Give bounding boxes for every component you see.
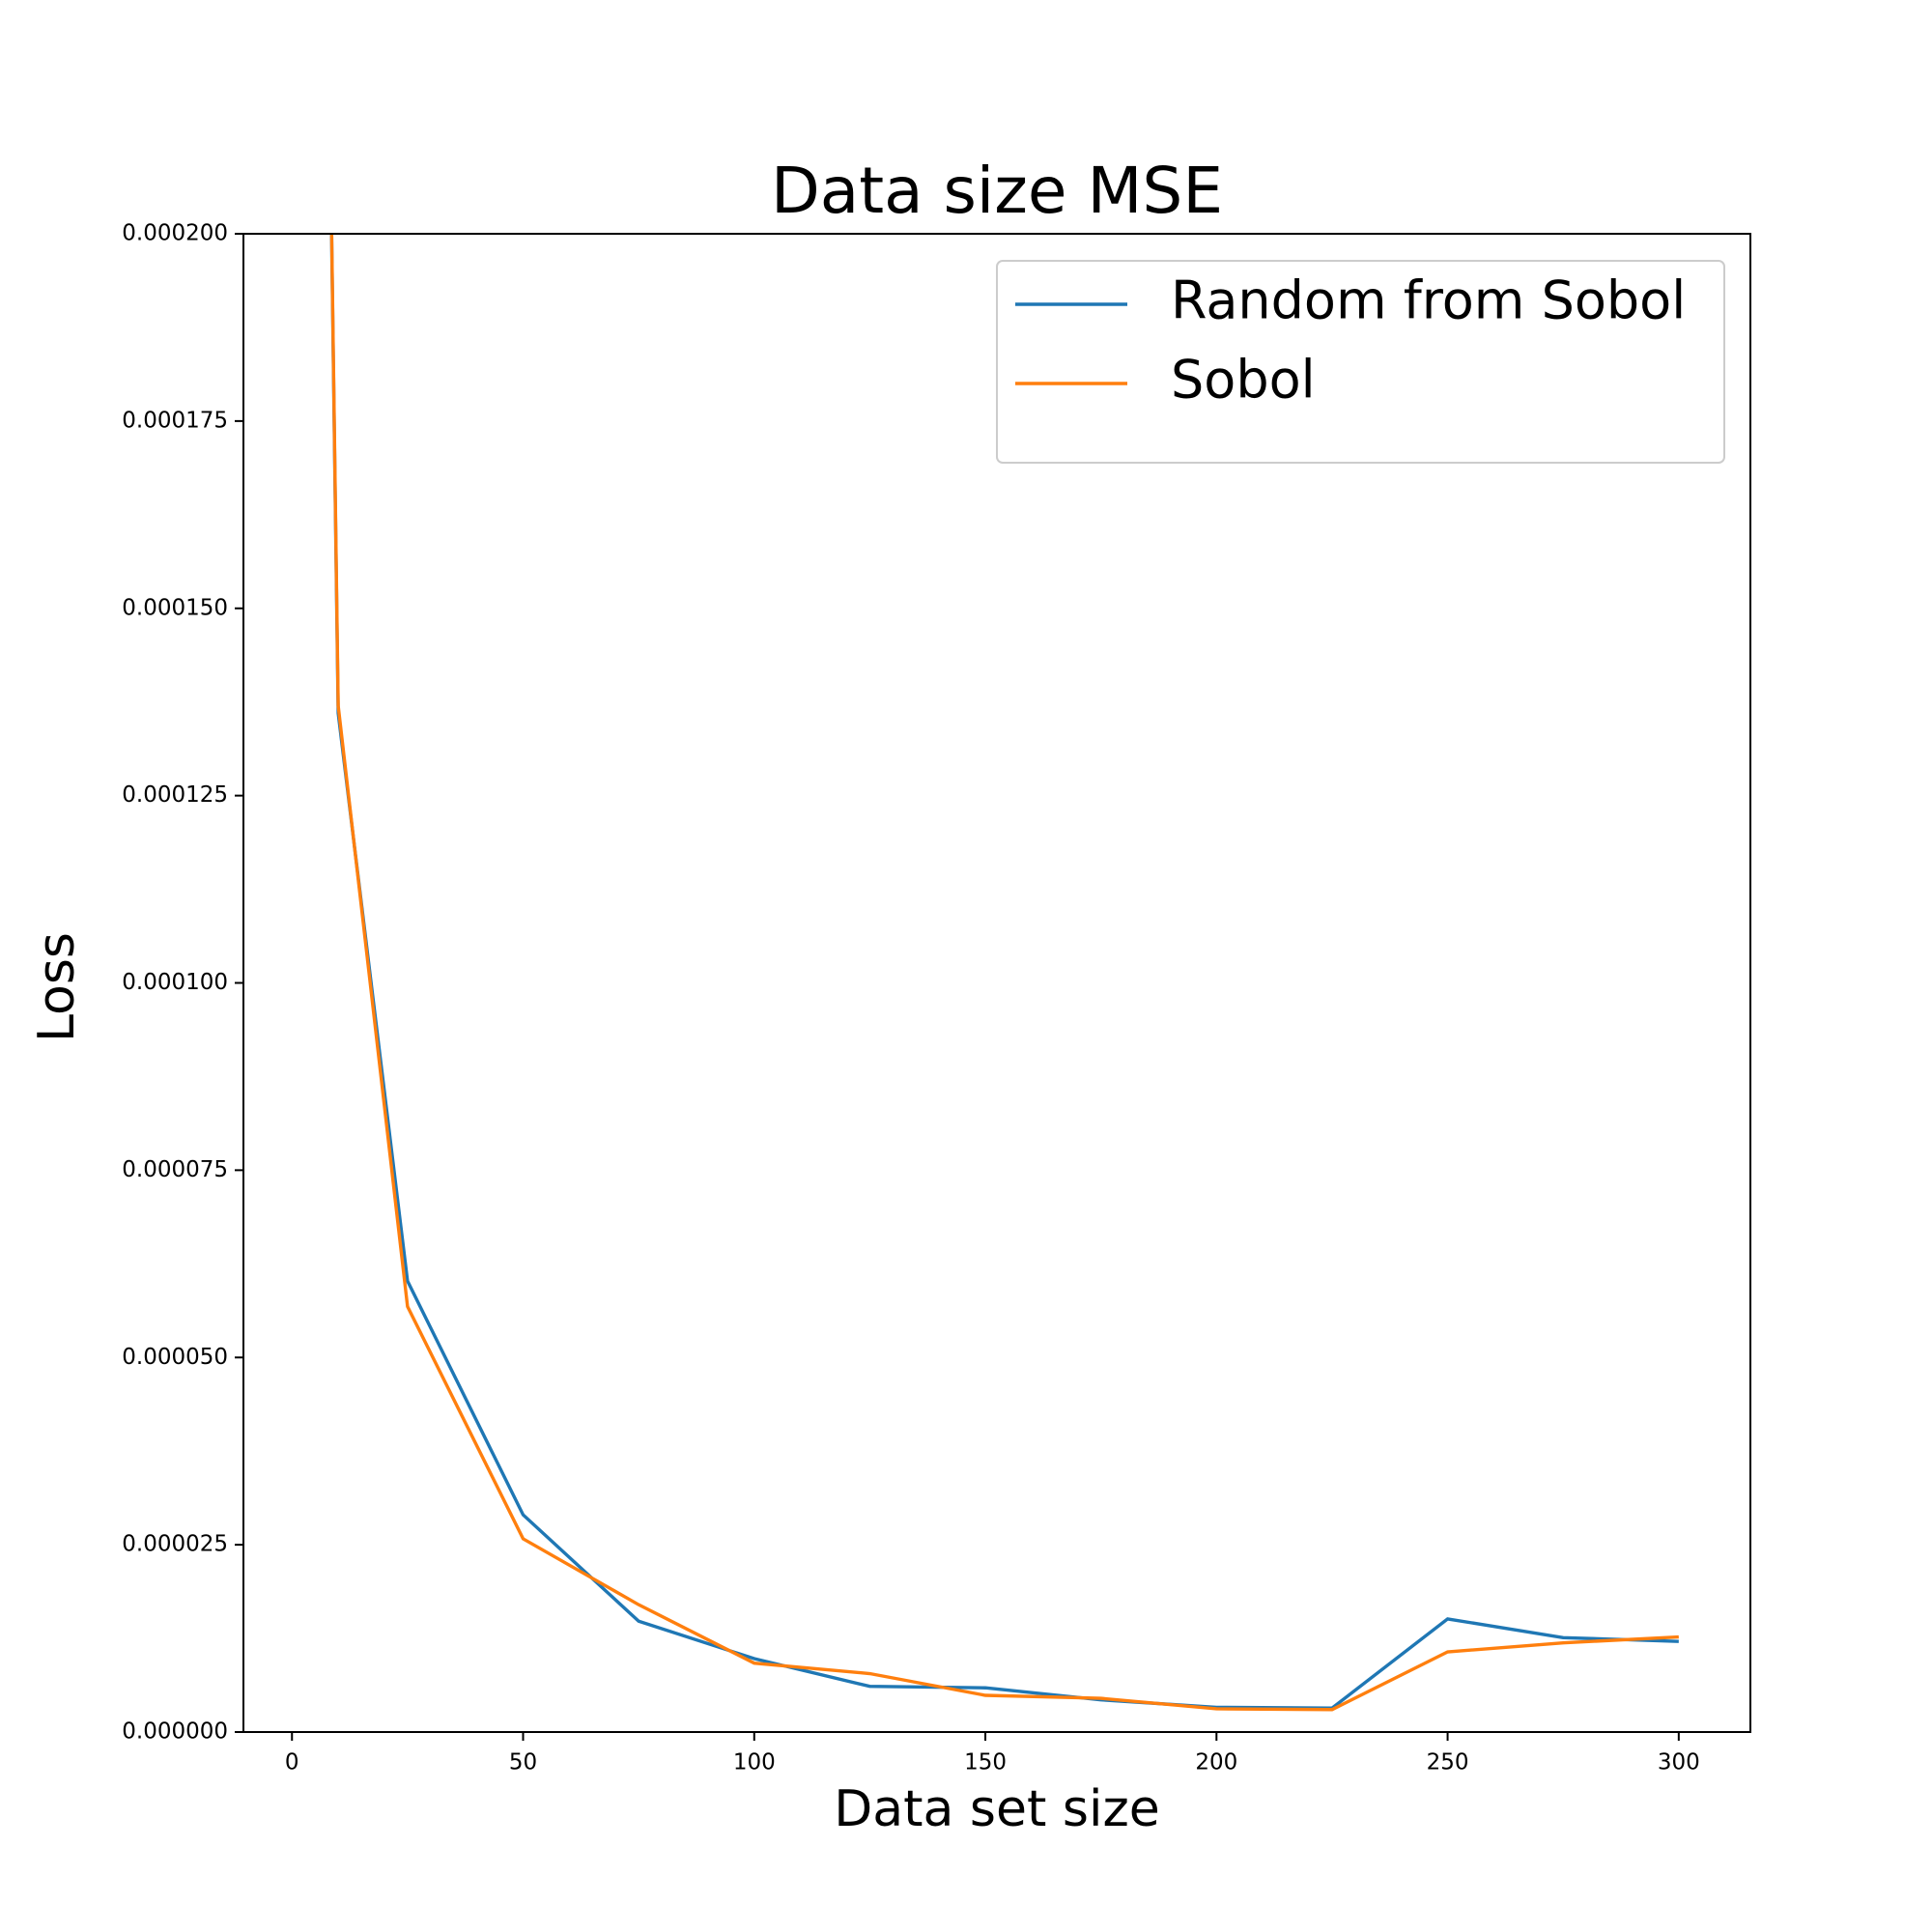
legend-box — [996, 260, 1725, 464]
x-tick-label: 50 — [509, 1750, 537, 1776]
x-tick-label: 0 — [285, 1750, 299, 1776]
x-tick-label: 300 — [1658, 1750, 1700, 1776]
y-tick-label: 0.000000 — [122, 1719, 228, 1745]
plot-area — [329, 234, 1679, 1712]
y-tick-label: 0.000025 — [122, 1532, 228, 1557]
x-axis-label: Data set size — [834, 1780, 1160, 1838]
line-series — [329, 234, 1679, 1710]
y-tick-label: 0.000175 — [122, 408, 228, 433]
y-tick-label: 0.000150 — [122, 595, 228, 620]
y-tick-label: 0.000200 — [122, 221, 228, 246]
x-tick-label: 250 — [1427, 1750, 1469, 1776]
chart-title: Data size MSE — [771, 154, 1223, 228]
x-tick-label: 100 — [733, 1750, 776, 1776]
legend-label: Sobol — [1171, 350, 1316, 411]
y-tick-label: 0.000075 — [122, 1157, 228, 1182]
y-axis-label: Loss — [28, 932, 86, 1042]
x-tick-label: 150 — [964, 1750, 1007, 1776]
y-tick-label: 0.000100 — [122, 970, 228, 995]
y-tick-label: 0.000125 — [122, 782, 228, 808]
x-tick-label: 200 — [1195, 1750, 1237, 1776]
legend-label: Random from Sobol — [1171, 270, 1686, 331]
y-tick-label: 0.000050 — [122, 1345, 228, 1370]
line-series — [329, 234, 1679, 1712]
